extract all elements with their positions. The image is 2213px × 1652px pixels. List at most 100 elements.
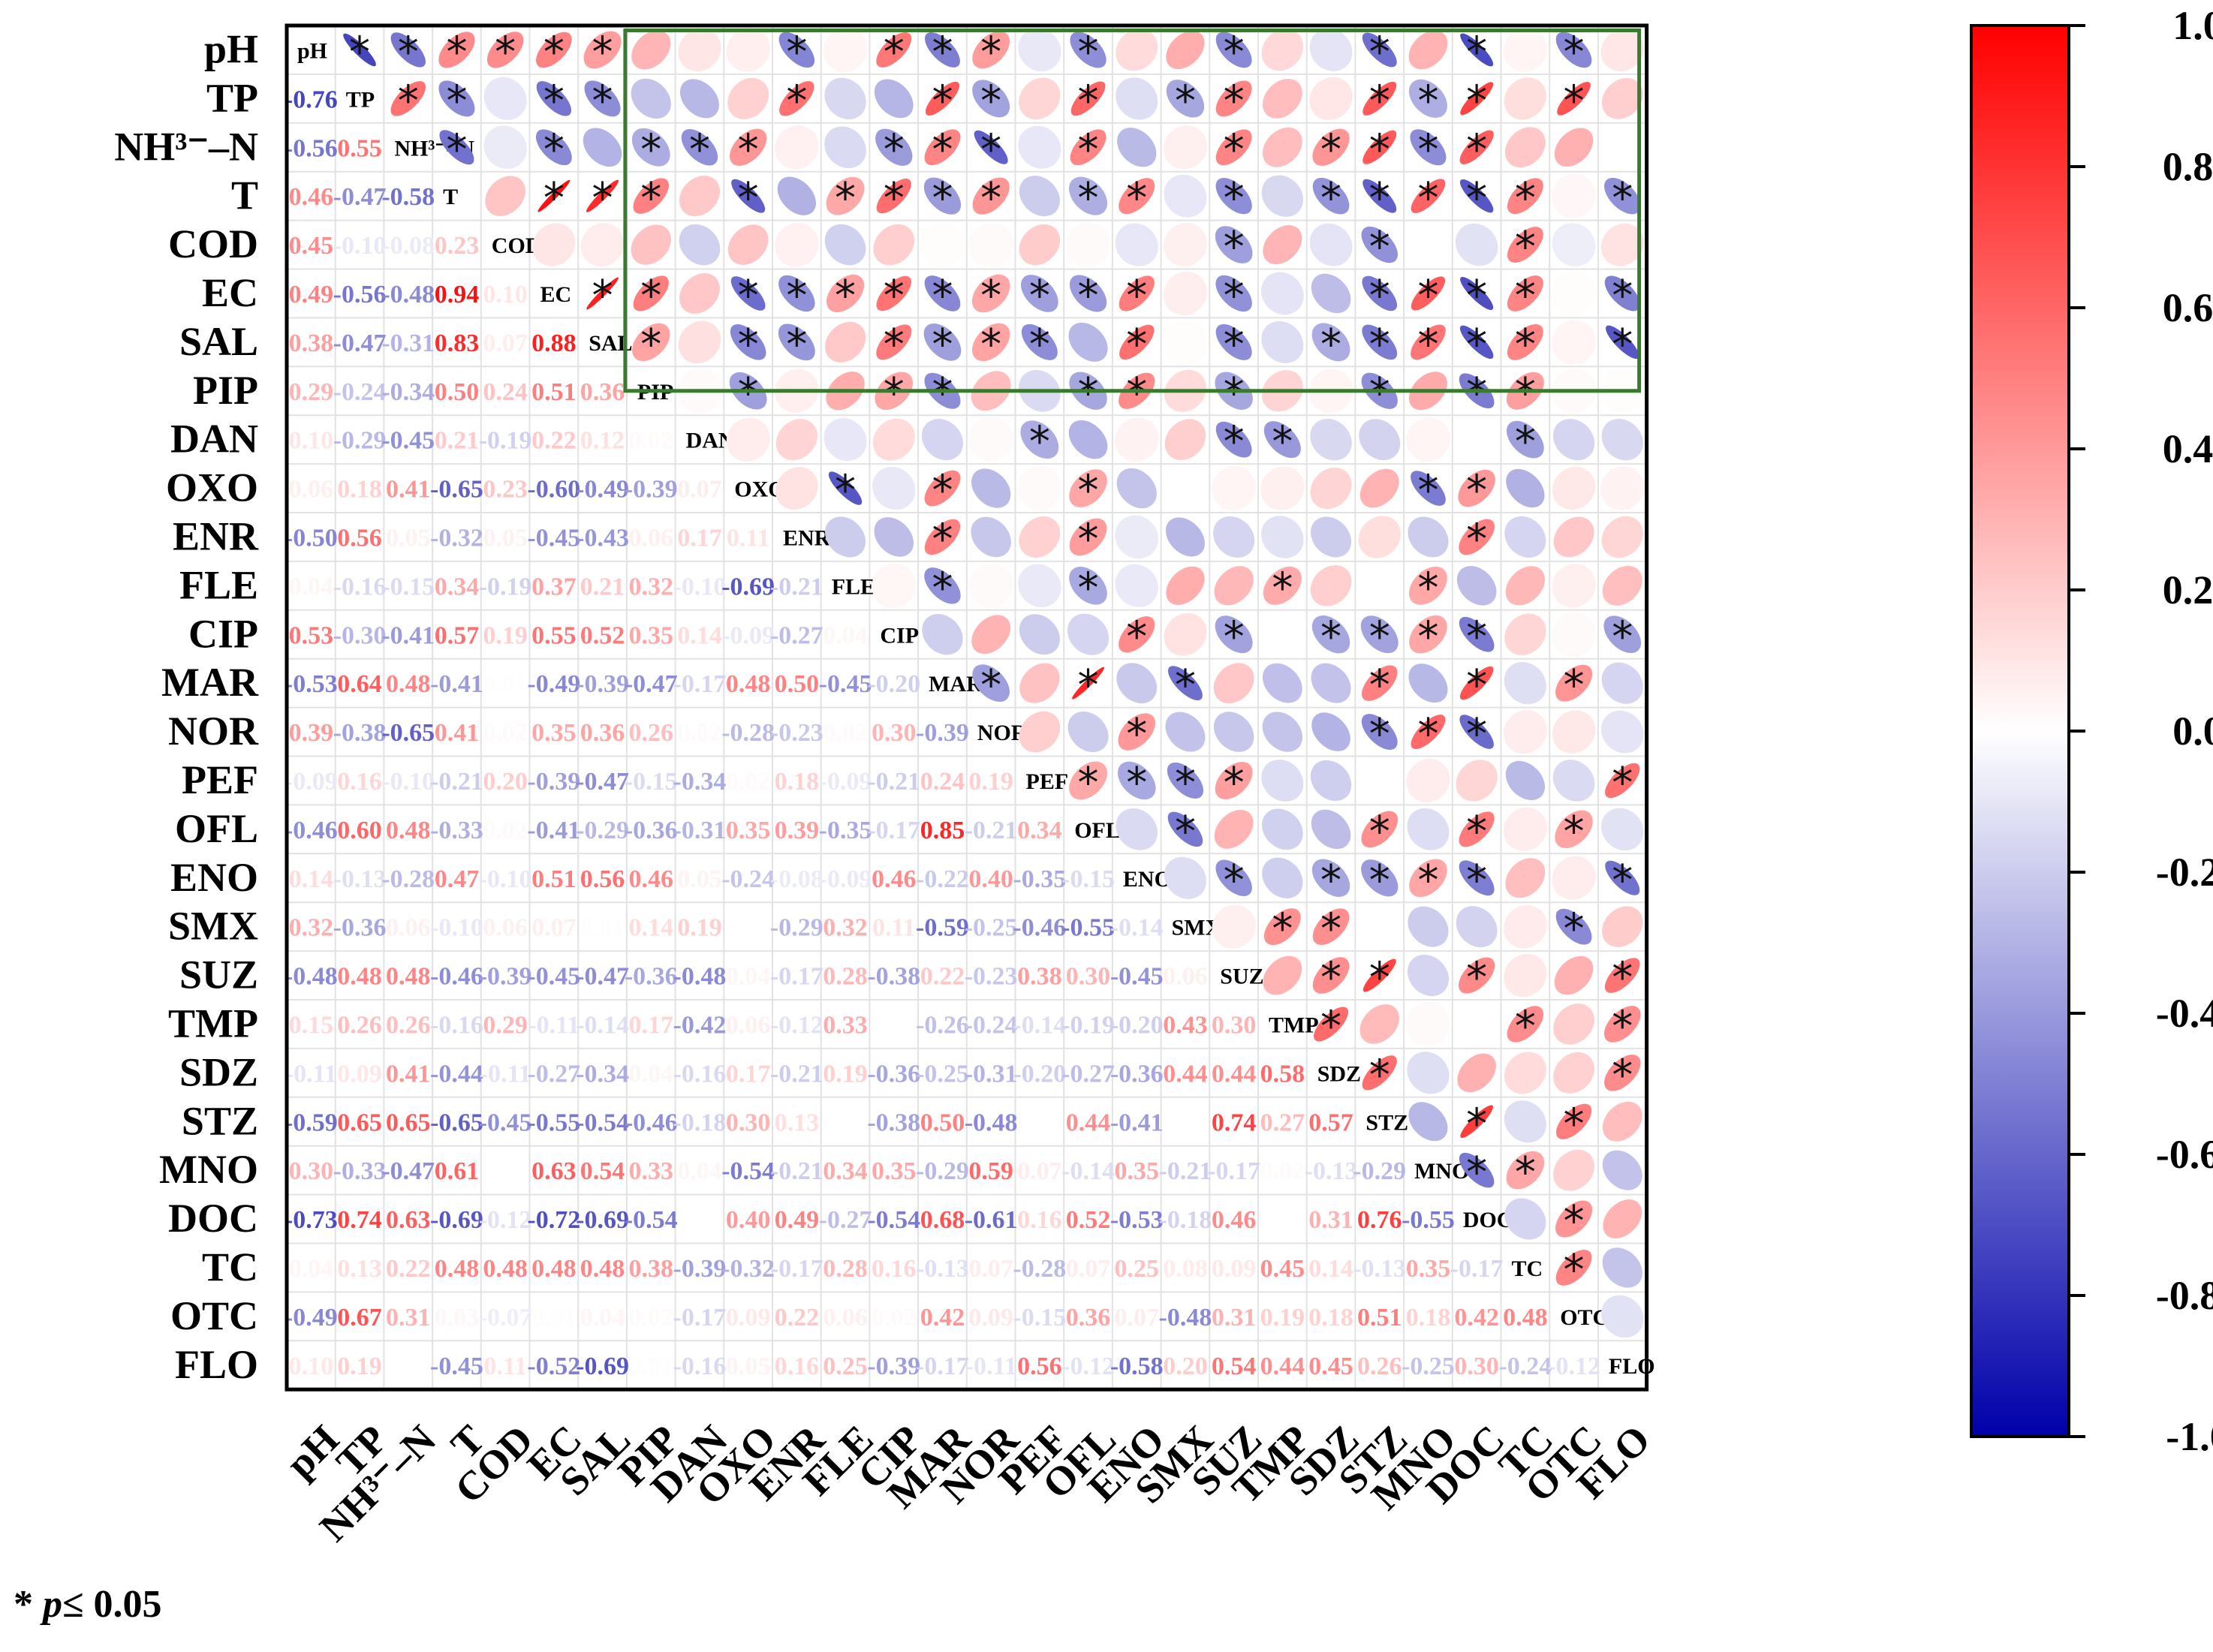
correlation-value: 0.16 [1017,1206,1062,1234]
correlation-ellipse [1411,471,1446,506]
correlation-value: 0.35 [1115,1157,1160,1185]
correlation-value: 0.16 [337,768,382,796]
correlation-value: 0.48 [435,1255,480,1283]
diagonal-label: DOC [1463,1208,1513,1232]
correlation-ellipse [1602,1101,1642,1142]
significance-marker: * [1224,174,1245,223]
correlation-ellipse [920,222,965,267]
correlation-value: 0.13 [337,1255,382,1283]
correlation-ellipse [633,178,669,214]
correlation-value: 0.22 [920,963,965,991]
correlation-ellipse [971,323,1010,362]
correlation-ellipse [1164,419,1206,460]
significance-marker: * [980,174,1001,223]
significance-marker: * [1126,320,1147,369]
correlation-ellipse [1553,1004,1594,1045]
correlation-ellipse [1310,467,1352,510]
colorbar-tick-label: 0.40 [2163,426,2213,471]
correlation-value: -0.09 [819,865,872,893]
correlation-value: 0.32 [629,573,674,600]
row-label: SUZ [179,952,258,998]
correlation-value: 0.63 [531,1157,577,1185]
correlation-value: 0.06 [726,1011,771,1039]
correlation-value: -0.10 [430,914,483,942]
correlation-ellipse [390,32,426,68]
correlation-value: -0.23 [770,719,823,747]
correlation-value: 0.34 [435,573,480,600]
significance-marker: * [932,77,953,125]
correlation-value: 0.14 [1308,1255,1353,1283]
significance-marker: * [1466,808,1487,856]
correlation-ellipse [1603,615,1642,654]
correlation-ellipse [1215,80,1252,117]
correlation-value: 0.30 [1212,1011,1257,1039]
correlation-value: -0.41 [430,670,483,698]
significance-marker: * [1466,612,1487,661]
correlation-ellipse [1459,811,1495,847]
correlation-value: -0.24 [721,865,775,893]
significance-marker: * [1564,905,1585,954]
correlation-ellipse [924,519,961,555]
correlation-value: -0.08 [381,232,435,260]
significance-marker: * [1466,1100,1487,1148]
row-label: NH³⁻–N [114,124,258,169]
significance-marker: * [884,272,905,320]
correlation-value: 0.02 [483,719,528,747]
significance-marker: * [1515,320,1536,369]
correlation-value: -0.46 [1013,914,1066,942]
correlation-value: -0.41 [527,817,580,844]
correlation-ellipse [1019,614,1060,655]
significance-marker: * [738,174,759,223]
correlation-ellipse [775,467,818,510]
correlation-ellipse [1019,176,1060,217]
correlation-value: -0.36 [625,817,678,844]
significance-marker: * [1078,125,1099,174]
significance-marker: * [932,174,953,223]
significance-marker: * [1417,856,1438,905]
correlation-ellipse [1072,667,1105,700]
correlation-value: -0.15 [381,573,435,600]
correlation-ellipse [1356,563,1402,609]
correlation-ellipse [438,32,475,68]
correlation-ellipse [1411,276,1446,311]
correlation-value: -0.31 [965,1060,1018,1088]
correlation-ellipse [1406,417,1450,462]
correlation-ellipse [1069,275,1107,312]
diagonal-label: pH [297,38,327,63]
correlation-value: -0.10 [381,768,435,796]
correlation-ellipse [1553,1149,1594,1191]
correlation-value: 0.32 [289,914,334,942]
correlation-ellipse [1552,466,1596,510]
correlation-ellipse [1118,713,1155,751]
significance-marker: * [1126,612,1147,661]
correlation-ellipse [536,32,572,68]
correlation-value: -0.45 [381,427,435,455]
correlation-ellipse [1362,958,1396,992]
correlation-value: 0.56 [337,524,382,552]
correlation-ellipse [1312,177,1350,215]
correlation-value: 0.35 [629,621,674,649]
correlation-value: -0.53 [1110,1206,1164,1234]
correlation-value: 0.06 [386,914,431,942]
correlation-value: -0.16 [333,573,387,600]
correlation-ellipse [1212,466,1257,510]
row-label: CIP [188,611,258,656]
correlation-value: -0.28 [1013,1255,1066,1283]
diagonal-label: TP [346,87,375,112]
correlation-value: -0.10 [333,232,387,260]
correlation-value: -0.25 [965,914,1018,942]
correlation-ellipse [1019,224,1061,266]
correlation-ellipse [483,125,527,170]
correlation-value: -0.20 [1110,1011,1164,1039]
correlation-ellipse [1215,323,1252,360]
correlation-ellipse [1309,77,1353,120]
correlation-value: -0.34 [673,768,727,796]
correlation-value: 0.65 [337,1109,382,1136]
significance-marker: * [1078,564,1099,612]
significance-marker: * [1369,174,1390,223]
correlation-ellipse [1065,222,1111,267]
correlation-ellipse [921,419,964,461]
correlation-value: -0.33 [430,817,483,844]
correlation-ellipse [584,80,621,117]
correlation-value: -0.53 [285,670,338,698]
